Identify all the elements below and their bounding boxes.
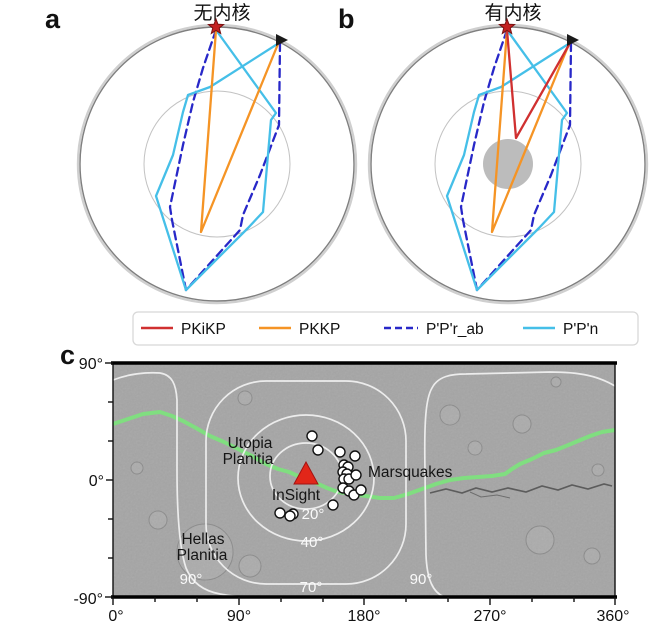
panel-c-letter: c [60, 340, 75, 370]
insight-label: InSight [272, 487, 321, 504]
valles-marineris-branch [469, 491, 511, 499]
marsquake-dot [306, 430, 318, 442]
axis-ticks [105, 362, 616, 605]
crater-ring [591, 463, 605, 477]
map-noise-texture [113, 363, 615, 597]
crater-rings [130, 376, 605, 581]
distance-label: 90° [180, 571, 203, 588]
panel-b: b 有内核 [338, 2, 649, 305]
crater-ring [525, 525, 555, 555]
phase-legend: PKiKP PKKP P'P'r_ab P'P'n [132, 311, 639, 346]
pprab-ray-left [459, 28, 509, 292]
legend-label-pprab: P'P'r_ab [426, 321, 484, 338]
x-axis-tick-label-360: 360° [596, 608, 629, 625]
legend-item-pprab: P'P'r_ab [384, 321, 484, 338]
legend-label-pkkp: PKKP [299, 321, 340, 338]
distance-label: 90° [410, 571, 433, 588]
ppn-ray-leg2 [154, 41, 281, 292]
hellas-planitia-label-line2: Planitia [177, 547, 228, 564]
crater-ring [238, 554, 262, 578]
pprab-ray-right [184, 41, 282, 292]
marsquake-dot [355, 484, 367, 496]
marsquake-dots [274, 430, 367, 522]
marsquake-dot [284, 510, 296, 522]
marsquake-dot [312, 444, 324, 456]
marsquake-dot [334, 446, 346, 458]
crater-ring [148, 510, 168, 530]
core-mantle-boundary-circle [143, 90, 291, 238]
pkikp-ray [505, 28, 572, 140]
marsquake-dot [274, 507, 286, 519]
distance-labels: 20° 40° 70° 90° 90° [180, 506, 433, 596]
crater-ring [439, 404, 461, 426]
utopia-planitia-label-line2: Planitia [223, 451, 274, 468]
legend-item-pkikp: PKiKP [141, 321, 226, 338]
ppn-ray-leg2 [445, 41, 572, 292]
inner-core-circle [483, 139, 533, 189]
pkkp-ray [490, 28, 571, 234]
panel-a-title: 无内核 [193, 2, 250, 24]
mars-map: Utopia Planitia InSight Marsquakes Hella… [111, 361, 617, 599]
panel-a-letter: a [45, 4, 61, 34]
crater-ring [237, 390, 253, 406]
legend-label-pkikp: PKiKP [181, 321, 226, 338]
distance-label: 40° [301, 534, 324, 551]
valles-marineris-line [429, 483, 613, 494]
x-axis-tick-label-270: 270° [473, 608, 506, 625]
pprab-ray-right [475, 41, 573, 292]
y-axis-tick-label-0: 0° [89, 473, 104, 490]
marsquake-dot [349, 450, 361, 462]
core-mantle-boundary-circle [434, 90, 582, 238]
utopia-planitia-label-line1: Utopia [228, 435, 273, 452]
distance-contour-70 [205, 380, 407, 585]
crater-ring [550, 376, 562, 388]
x-axis-tick-label-0: 0° [108, 608, 123, 625]
distance-contour-40 [237, 414, 375, 542]
pprab-ray-left [168, 28, 218, 292]
ppn-ray-leg1 [475, 28, 569, 292]
marsquake-dot [327, 499, 339, 511]
crater-ring [583, 547, 601, 565]
hellas-planitia-label-line1: Hellas [181, 531, 224, 548]
ppn-ray-leg1 [184, 28, 278, 292]
legend-item-ppn: P'P'n [523, 321, 598, 338]
crater-ring [467, 440, 483, 456]
legend-label-ppn: P'P'n [563, 321, 598, 338]
distance-label: 70° [300, 579, 323, 596]
panel-c: c [60, 340, 630, 625]
insight-triangle-marker [293, 460, 319, 485]
panel-a: a 无内核 [45, 2, 358, 305]
crater-ring [176, 523, 234, 581]
panel-b-letter: b [338, 4, 355, 34]
legend-item-pkkp: PKKP [259, 321, 340, 338]
distance-label: 20° [302, 506, 325, 523]
dichotomy-boundary-line [112, 410, 616, 500]
x-axis-tick-label-90: 90° [227, 608, 251, 625]
y-axis-tick-label-neg90: -90° [73, 591, 103, 608]
panel-b-title: 有内核 [484, 2, 541, 24]
pkkp-ray [199, 28, 280, 234]
crater-ring [130, 461, 144, 475]
distance-contour-90-right [423, 371, 616, 598]
crater-ring [512, 414, 532, 434]
x-axis-tick-label-180: 180° [347, 608, 380, 625]
y-axis-tick-label-90: 90° [79, 356, 103, 373]
distance-contour-90-left [112, 371, 251, 598]
marsquake-dot [350, 469, 362, 481]
marsquakes-label: Marsquakes [368, 464, 453, 481]
